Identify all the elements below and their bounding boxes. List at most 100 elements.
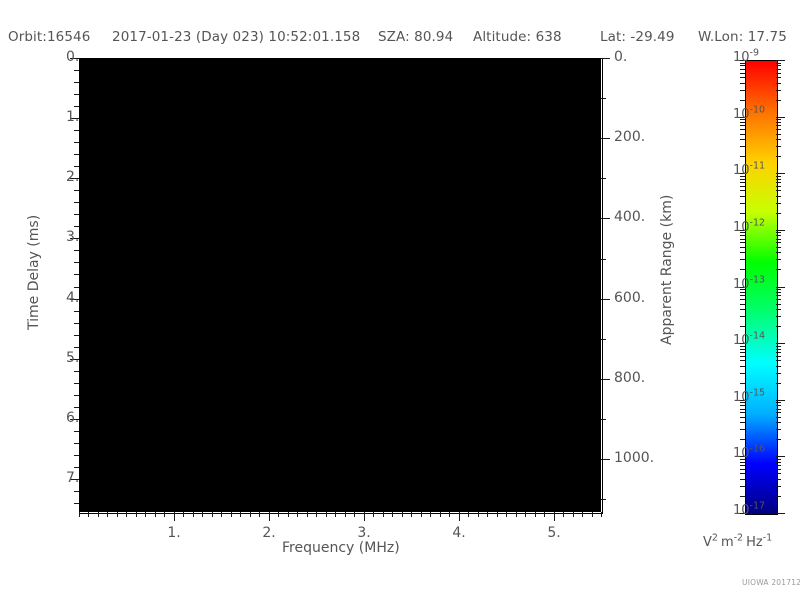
axis-tick [74,82,79,83]
axis-tick [776,496,781,497]
axis-tick [776,402,781,403]
axis-tick [601,339,606,340]
axis-tick [740,100,745,101]
axis-tick [740,73,745,74]
axis-tick [776,479,781,480]
axis-tick [776,182,781,183]
axis-tick [740,352,745,353]
axis-tick-label: 1. [167,525,181,541]
axis-tick [776,179,781,180]
header-metadata: Orbit:16546 2017-01-23 (Day 023) 10:52:0… [0,29,800,49]
axis-tick [776,213,781,214]
axis-tick [776,405,781,406]
axis-tick [288,512,289,517]
axis-tick-label: 0. [614,49,628,65]
axis-tick [601,98,606,99]
axis-tick [74,371,79,372]
axis-tick [383,512,384,517]
axis-tick [573,512,574,517]
axis-tick [776,230,785,231]
axis-tick [776,63,781,64]
axis-tick [776,252,781,253]
axis-tick [736,343,745,344]
axis-tick [563,512,564,517]
axis-tick [776,190,781,191]
axis-tick [740,486,745,487]
axis-tick [468,512,469,517]
axis-tick [74,250,79,251]
axis-tick [345,512,346,517]
axis-tick [740,304,745,305]
axis-tick [74,395,79,396]
axis-tick [740,139,745,140]
axis-tick [440,512,441,517]
axis-tick [70,58,79,59]
axis-tick [354,512,355,517]
axis-tick [740,125,745,126]
axis-tick [601,499,606,500]
axis-tick [74,70,79,71]
axis-tick [776,316,781,317]
axis-tick [740,259,745,260]
axis-tick [776,269,781,270]
axis-tick [740,289,745,290]
axis-tick [70,419,79,420]
axis-tick [776,373,781,374]
axis-tick [776,469,781,470]
axis-tick [776,203,781,204]
axis-tick [74,274,79,275]
axis-tick [740,69,745,70]
axis-tick-label: 4. [452,525,466,541]
axis-tick [776,156,781,157]
axis-tick-label: 5. [547,525,561,541]
axis-tick [240,512,241,517]
axis-tick [70,178,79,179]
axis-tick [740,213,745,214]
axis-tick [70,299,79,300]
axis-tick [506,512,507,517]
axis-tick [736,456,745,457]
axis-tick [740,402,745,403]
axis-tick [740,179,745,180]
axis-tick [776,400,785,401]
axis-tick [740,366,745,367]
axis-tick [525,512,526,517]
axis-tick [740,232,745,233]
axis-tick [459,512,460,521]
axis-tick [601,299,610,300]
axis-tick [335,512,336,517]
axis-tick [776,422,781,423]
axis-tick [776,486,781,487]
axis-tick [70,238,79,239]
axis-tick [740,119,745,120]
axis-tick [776,176,781,177]
axis-tick [776,473,781,474]
axis-tick [364,512,365,521]
axis-tick [74,443,79,444]
axis-tick [278,512,279,517]
axis-tick [316,512,317,517]
axis-tick [74,202,79,203]
axis-tick [212,512,213,517]
axis-tick [193,512,194,517]
colorbar-gradient [746,61,777,514]
axis-tick [776,289,781,290]
axis-tick [74,94,79,95]
axis-tick [740,360,745,361]
axis-tick [740,429,745,430]
axis-tick [740,134,745,135]
axis-tick [776,122,781,123]
axis-tick [776,77,781,78]
axis-tick [74,226,79,227]
axis-tick [601,178,606,179]
unit-hz-exp: -1 [762,532,773,544]
axis-tick [98,512,99,517]
unit-m: m [720,535,734,550]
axis-tick [776,242,781,243]
axis-tick [535,512,536,517]
axis-tick [740,309,745,310]
axis-tick [740,299,745,300]
axis-tick [776,349,781,350]
colorbar [745,60,778,515]
axis-tick [74,287,79,288]
